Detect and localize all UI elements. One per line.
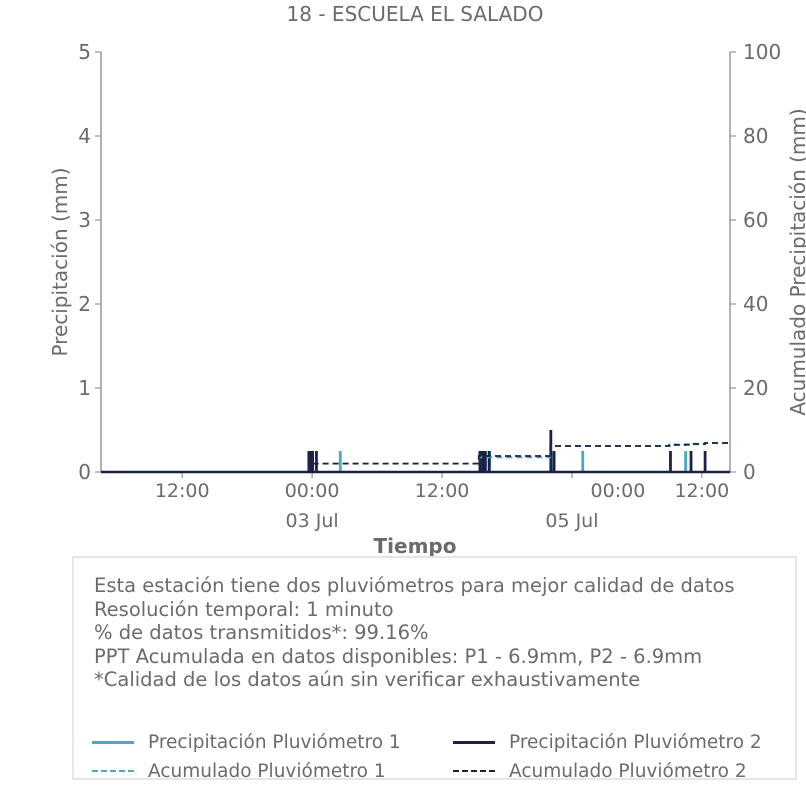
info-line-transmitted: % de datos transmitidos*: 99.16%: [94, 621, 429, 645]
chart-title: 18 - ESCUELA EL SALADO: [287, 2, 544, 26]
y2-tick-label: 100: [743, 40, 781, 64]
info-text: Esta estación tiene dos pluviómetros par…: [94, 574, 735, 692]
y-tick-label: 4: [78, 124, 91, 148]
x-tick-label: 12:00: [155, 480, 210, 502]
y-tick-label: 0: [78, 460, 91, 484]
legend-label: Acumulado Pluviómetro 1: [148, 760, 386, 782]
legend-label: Precipitación Pluviómetro 2: [509, 731, 762, 753]
info-line-resolution: Resolución temporal: 1 minuto: [94, 597, 394, 621]
y2-axis-label: Acumulado Precipitación (mm): [786, 108, 806, 415]
x-tick-label: 12:00: [415, 480, 470, 502]
legend-item-cum-p2: Acumulado Pluviómetro 2: [453, 759, 747, 783]
legend-item-cum-p1: Acumulado Pluviómetro 1: [92, 759, 386, 783]
y-axis-label: Precipitación (mm): [48, 167, 72, 356]
legend-item-precip-p1: Precipitación Pluviómetro 1: [92, 730, 401, 754]
x-tick-label: 00:00: [285, 480, 340, 502]
cumulative-line: [101, 442, 730, 473]
legend-label: Precipitación Pluviómetro 1: [148, 731, 401, 753]
legend-item-precip-p2: Precipitación Pluviómetro 2: [453, 730, 762, 754]
info-box: Esta estación tiene dos pluviómetros par…: [72, 556, 797, 783]
legend-label: Acumulado Pluviómetro 2: [509, 760, 747, 782]
y2-tick-label: 40: [743, 292, 768, 316]
y2-tick-label: 80: [743, 124, 768, 148]
y2-tick-label: 0: [743, 460, 756, 484]
legend-swatch-solid: [92, 740, 134, 744]
legend-swatch-solid: [453, 740, 495, 744]
cumulative-line: [101, 442, 730, 473]
x-axis-label: Tiempo: [374, 534, 457, 558]
info-line-dual-gauge: Esta estación tiene dos pluviómetros par…: [94, 574, 735, 597]
y2-tick-label: 60: [743, 208, 768, 232]
y-tick-label: 5: [78, 40, 91, 64]
x-tick-sublabel: 05 Jul: [545, 510, 598, 532]
info-line-accumulated: PPT Acumulada en datos disponibles: P1 -…: [94, 644, 703, 668]
plot-area: 0 1 2 3 4 5 0 20 40 60 80 100 12:00 00:00 03 Jul 12:00 0…: [78, 40, 781, 532]
legend-swatch-dashed: [453, 770, 495, 772]
y2-tick-label: 20: [743, 376, 768, 400]
y-tick-label: 1: [78, 376, 91, 400]
x-tick-sublabel: 03 Jul: [286, 510, 339, 532]
x-tick-label: 00:00: [591, 480, 646, 502]
info-line-quality-note: *Calidad de los datos aún sin verificar …: [94, 668, 641, 692]
legend-swatch-dashed: [92, 770, 134, 772]
y-tick-label: 3: [78, 208, 91, 232]
x-tick-label: 12:00: [674, 480, 729, 502]
y-tick-label: 2: [78, 292, 91, 316]
